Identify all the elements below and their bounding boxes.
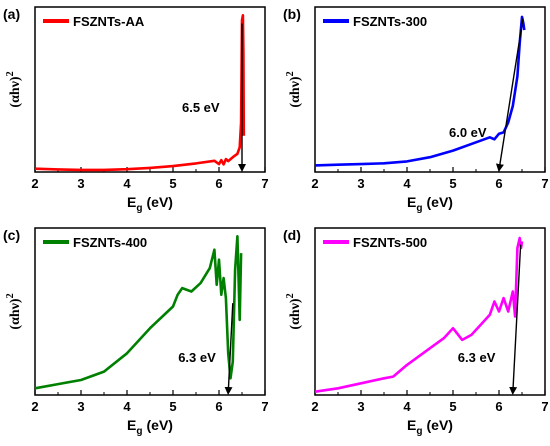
legend-label: FSZNTs-400	[73, 235, 147, 250]
y-axis-title: (αhν)2	[5, 293, 23, 329]
x-tick-label: 5	[169, 176, 176, 191]
x-axis-title-sub: g	[416, 203, 422, 214]
x-tick-label: 4	[403, 176, 411, 191]
x-axis-title-main: E	[127, 417, 136, 433]
y-axis-title-sup: 2	[5, 293, 16, 298]
x-tick-label: 5	[449, 176, 456, 191]
panel-label: (b)	[283, 6, 301, 22]
bandgap-annotation: 6.3 eV	[178, 350, 216, 365]
panel-label: (d)	[283, 227, 301, 243]
legend-label: FSZNTs-300	[353, 14, 427, 29]
x-tick-label: 7	[541, 399, 548, 414]
x-tick-label: 6	[495, 176, 502, 191]
x-axis-title: Eg (eV)	[127, 194, 173, 214]
x-tick-label: 4	[123, 399, 131, 414]
legend-label: FSZNTs-AA	[73, 14, 145, 29]
x-tick-label: 2	[311, 399, 318, 414]
y-axis-title: (αhν)2	[285, 71, 303, 107]
x-axis-title-main: E	[407, 194, 416, 210]
bandgap-annotation: 6.0 eV	[449, 125, 487, 140]
x-tick-label: 6	[215, 176, 222, 191]
x-axis-title-main: E	[127, 194, 136, 210]
x-tick-label: 3	[77, 399, 84, 414]
x-tick-label: 5	[169, 399, 176, 414]
panel-label: (a)	[3, 6, 20, 22]
series-line-FSZNTs-500	[314, 236, 524, 393]
x-tick-label: 3	[357, 176, 364, 191]
x-tick-label: 5	[449, 399, 456, 414]
x-tick-label: 4	[403, 399, 411, 414]
plot-frame	[314, 6, 546, 173]
x-axis-title: Eg (eV)	[407, 417, 453, 437]
bandgap-annotation: 6.3 eV	[458, 350, 496, 365]
bandgap-annotation: 6.5 eV	[182, 100, 220, 115]
y-axis-title-main: (αhν)	[288, 298, 303, 330]
tangent-arrow	[495, 18, 524, 172]
x-tick-label: 2	[311, 176, 318, 191]
x-tick-label: 2	[31, 176, 38, 191]
x-tick-label: 3	[357, 399, 364, 414]
y-axis-title-main: (αhν)	[8, 298, 23, 330]
x-axis-title-unit: (eV)	[147, 417, 173, 433]
x-axis-title-sub: g	[136, 203, 142, 214]
panel-label: (c)	[3, 227, 20, 243]
x-axis-title-unit: (eV)	[147, 194, 173, 210]
tangent-arrow	[224, 303, 234, 395]
legend-label: FSZNTs-500	[353, 235, 427, 250]
y-axis-title-main: (αhν)	[8, 76, 23, 108]
x-axis-title: Eg (eV)	[407, 194, 453, 214]
y-axis-title-sup: 2	[285, 71, 296, 76]
x-tick-label: 4	[123, 176, 131, 191]
x-tick-label: 6	[495, 399, 502, 414]
plot-frame	[34, 6, 266, 173]
x-axis-title-main: E	[407, 417, 416, 433]
x-tick-label: 7	[541, 176, 548, 191]
tangent-arrow	[509, 244, 522, 395]
y-axis-title-sup: 2	[5, 71, 16, 76]
x-tick-label: 7	[261, 399, 268, 414]
series-line-FSZNTs-AA	[34, 14, 246, 172]
x-axis-title-unit: (eV)	[427, 194, 453, 210]
x-axis-title-unit: (eV)	[427, 417, 453, 433]
x-tick-label: 3	[77, 176, 84, 191]
chart-panel-1: 2 3 4 5 6 7Eg (eV)(αhν)2(a) FSZNTs-AA6.5 eV	[3, 6, 269, 214]
y-axis-title: (αhν)2	[285, 293, 303, 329]
x-axis-title-sub: g	[416, 426, 422, 437]
y-axis-title: (αhν)2	[5, 71, 23, 107]
x-tick-label: 7	[261, 176, 268, 191]
series-line-FSZNTs-300	[314, 15, 526, 167]
x-axis-title: Eg (eV)	[127, 417, 173, 437]
y-axis-title-sup: 2	[285, 293, 296, 298]
x-axis-title-sub: g	[136, 426, 142, 437]
x-tick-label: 2	[31, 399, 38, 414]
x-tick-label: 6	[215, 399, 222, 414]
series-line-FSZNTs-400	[34, 235, 243, 390]
y-axis-title-main: (αhν)	[288, 76, 303, 108]
plot-frame	[314, 227, 546, 396]
